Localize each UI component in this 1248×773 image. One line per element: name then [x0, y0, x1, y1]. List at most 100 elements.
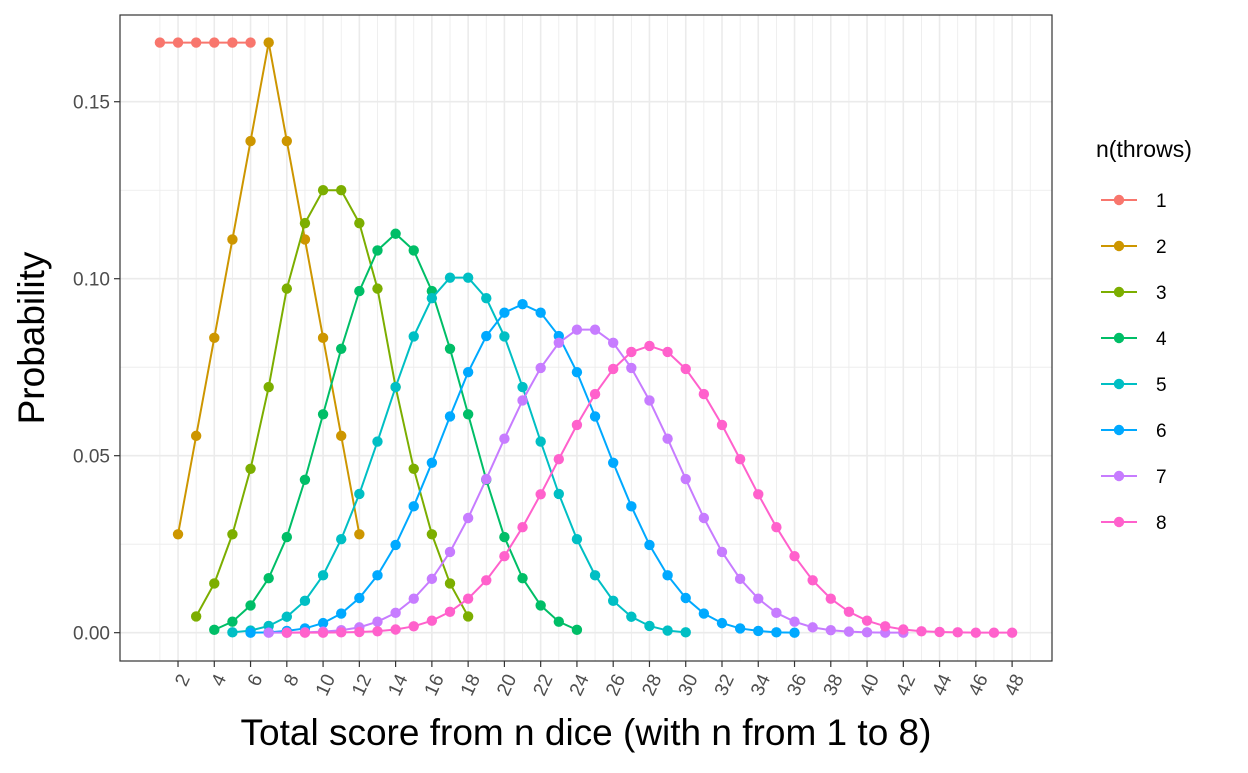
data-point — [426, 457, 438, 468]
x-tick-label: 10 — [312, 671, 340, 699]
series-layer — [154, 37, 1018, 638]
legend-label: 1 — [1156, 191, 1167, 212]
data-point — [843, 606, 855, 617]
series-line — [195, 189, 470, 617]
x-tick-label: 44 — [928, 671, 956, 699]
legend-key-point — [1113, 424, 1125, 436]
data-point — [771, 607, 782, 619]
data-point — [607, 363, 619, 375]
legend-key-point — [1113, 516, 1125, 528]
x-tick-label: 22 — [530, 671, 558, 699]
data-point — [390, 539, 401, 551]
series-1 — [154, 37, 256, 48]
data-point — [317, 570, 329, 581]
data-point — [299, 217, 311, 229]
x-tick-label: 24 — [566, 671, 594, 699]
data-point — [462, 409, 474, 420]
y-axis-title: Probability — [11, 251, 52, 424]
legend-key-point — [1113, 332, 1125, 344]
data-point — [898, 624, 909, 635]
legend-item: 1 — [1101, 191, 1167, 212]
data-point — [227, 529, 238, 540]
x-tick-label: 28 — [638, 671, 666, 699]
legend-label: 7 — [1156, 467, 1167, 488]
data-point — [934, 626, 945, 638]
data-point — [753, 625, 764, 637]
data-point — [281, 611, 293, 622]
x-tick-label: 26 — [602, 671, 630, 699]
data-point — [227, 627, 238, 638]
data-point — [299, 234, 311, 245]
data-point — [245, 135, 256, 147]
series-2 — [172, 37, 365, 540]
data-point — [190, 37, 202, 48]
data-point — [589, 570, 601, 581]
data-point — [517, 298, 528, 310]
data-point — [317, 332, 329, 344]
x-axis-title: Total score from n dice (with n from 1 t… — [241, 712, 932, 753]
data-point — [698, 388, 710, 400]
data-point — [299, 595, 311, 607]
data-point — [571, 366, 583, 378]
data-point — [281, 531, 293, 543]
data-point — [753, 593, 764, 604]
data-point — [571, 324, 583, 335]
legend-label: 4 — [1156, 329, 1167, 350]
data-point — [172, 529, 184, 540]
data-point — [263, 381, 274, 393]
legend-item: 6 — [1101, 421, 1167, 442]
data-point — [789, 551, 800, 562]
data-point — [390, 228, 401, 239]
data-point — [680, 363, 691, 375]
data-point — [354, 285, 365, 297]
data-point — [698, 608, 710, 619]
data-point — [861, 615, 873, 626]
data-point — [626, 362, 637, 374]
data-point — [589, 324, 601, 335]
x-tick-label: 48 — [1001, 671, 1029, 699]
data-point — [716, 419, 728, 431]
data-point — [499, 331, 510, 342]
data-point — [462, 611, 474, 622]
legend-item: 5 — [1101, 375, 1167, 396]
data-point — [190, 611, 202, 622]
data-point — [553, 337, 565, 348]
data-point — [444, 578, 456, 589]
data-point — [807, 622, 818, 633]
x-tick-label: 42 — [892, 671, 920, 699]
data-point — [535, 600, 546, 611]
data-point — [662, 346, 673, 358]
legend-item: 8 — [1101, 513, 1167, 534]
data-point — [734, 454, 746, 465]
data-point — [209, 332, 220, 344]
data-point — [753, 489, 764, 500]
data-point — [336, 608, 347, 619]
legend-label: 5 — [1156, 375, 1167, 396]
data-point — [499, 433, 510, 444]
legend-title: n(throws) — [1096, 136, 1192, 162]
data-point — [535, 307, 546, 318]
x-tick-label: 18 — [457, 671, 485, 699]
data-point — [317, 627, 329, 638]
x-tick-label: 6 — [244, 671, 268, 689]
y-tick-label: 0.05 — [73, 447, 110, 468]
x-tick-label: 46 — [965, 671, 993, 699]
data-point — [372, 436, 383, 447]
data-point — [227, 37, 238, 48]
x-tick-label: 8 — [280, 671, 304, 689]
series-line — [232, 276, 686, 634]
legend-label: 6 — [1156, 421, 1167, 442]
data-point — [662, 433, 673, 444]
data-point — [825, 625, 836, 636]
legend-key-point — [1113, 286, 1125, 298]
legend-label: 2 — [1156, 237, 1167, 258]
y-tick-label: 0.00 — [73, 624, 110, 645]
data-point — [444, 546, 456, 558]
data-point — [372, 283, 383, 294]
data-point — [517, 381, 528, 393]
data-point — [372, 616, 383, 627]
data-point — [662, 570, 673, 581]
legend-item: 4 — [1101, 329, 1167, 350]
data-point — [354, 217, 365, 229]
